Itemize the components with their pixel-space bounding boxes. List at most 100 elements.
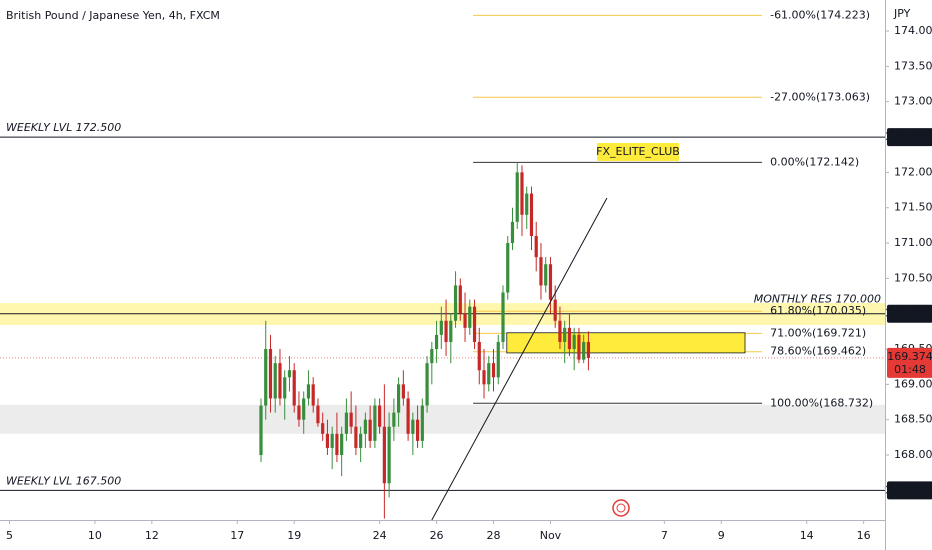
y-tick-label: 173.500 <box>894 59 932 72</box>
candle-body <box>563 327 567 342</box>
x-tick-label: 28 <box>487 529 501 542</box>
level-axis-label: 167.500 <box>885 483 932 496</box>
x-tick-label: 14 <box>800 529 814 542</box>
candle-body <box>283 377 287 399</box>
trendline <box>431 197 608 521</box>
tag-box <box>597 143 679 161</box>
fib-label: -27.00%(173.063) <box>770 90 870 103</box>
x-tick-label: 12 <box>145 529 159 542</box>
candle-body <box>306 384 311 399</box>
candle-body <box>397 384 401 413</box>
candle-body <box>449 320 453 342</box>
level-axis-box <box>887 128 932 147</box>
countdown-label: 01:48 <box>894 363 926 376</box>
plot-layer: -61.00%(174.223) -27.00%(173.063) 0.00%(17… <box>0 8 885 521</box>
candle-body <box>458 285 462 314</box>
candle-body <box>482 370 486 385</box>
candle-body <box>344 412 349 434</box>
candle-body <box>529 193 534 236</box>
candle-body <box>534 235 538 258</box>
candle-body <box>487 363 491 385</box>
candle-body <box>586 341 591 358</box>
x-tick-label: Nov <box>540 529 562 542</box>
candle-body <box>264 349 268 406</box>
last-price-box <box>887 347 932 378</box>
candle-body <box>359 433 363 448</box>
fib-label: 100.00%(168.732) <box>770 396 873 409</box>
candle-body <box>354 426 358 448</box>
candle-body <box>287 370 292 378</box>
candle-body <box>525 193 529 215</box>
candle-body <box>463 313 467 328</box>
candle-body <box>539 257 543 286</box>
candle-body <box>392 412 396 427</box>
x-tick-label: 26 <box>430 529 444 542</box>
candle-body <box>520 172 524 215</box>
candle-body <box>582 341 586 360</box>
candle-body <box>572 334 576 350</box>
level-label: MONTHLY RES 170.000 <box>754 293 881 306</box>
x-tick-label: 9 <box>718 529 725 542</box>
fib-label: 61.80%(170.035) <box>770 304 866 317</box>
candle-body <box>401 384 405 399</box>
candle-body <box>330 433 334 448</box>
y-tick-label: 174.000 <box>894 24 932 37</box>
fib-label: 0.00%(172.142) <box>770 155 859 168</box>
candle-body <box>316 405 320 424</box>
fib-label: 78.60%(169.462) <box>770 345 866 358</box>
currency-label: JPY <box>893 7 911 20</box>
candle-body <box>325 433 330 448</box>
candle-body <box>510 221 515 244</box>
level-axis-label: 170.000 <box>885 307 932 320</box>
candle-body <box>434 334 439 350</box>
tag-label: FX_ELITE_CLUB <box>596 145 680 158</box>
fib-label: 71.00%(169.721) <box>770 326 866 339</box>
candle-body <box>477 341 481 371</box>
candle-body <box>439 320 443 335</box>
candle-body <box>302 398 306 420</box>
candle-body <box>491 363 496 378</box>
y-tick-label: 168.500 <box>894 413 932 426</box>
candle-body <box>268 349 273 399</box>
candle-body <box>363 419 367 434</box>
y-tick-label: 170.500 <box>894 271 932 284</box>
x-tick-label: 24 <box>373 529 387 542</box>
candle-body <box>373 405 377 441</box>
candle-body <box>468 306 472 328</box>
candle-body <box>335 433 339 455</box>
candle-body <box>496 341 500 378</box>
candle-body <box>425 363 429 406</box>
candle-body <box>340 433 344 455</box>
level-label: WEEKLY LVL 167.500 <box>6 474 121 487</box>
candle-body <box>453 285 458 321</box>
candle-body <box>415 419 420 441</box>
candle-body <box>515 172 519 222</box>
candle-body <box>406 398 410 434</box>
x-tick-label: 7 <box>661 529 668 542</box>
candle-body <box>278 363 282 399</box>
candle-body <box>430 349 434 364</box>
candle-body <box>273 363 277 399</box>
y-tick-label: 168.000 <box>894 448 932 461</box>
y-tick-label: 171.000 <box>894 236 932 249</box>
candle-body <box>553 299 557 321</box>
candle-body <box>411 419 415 434</box>
candle-body <box>368 419 372 441</box>
candle-body <box>472 306 477 342</box>
level-axis-label: 172.500 <box>885 130 932 143</box>
zone <box>0 404 885 434</box>
candle-body <box>444 320 448 342</box>
candle-body <box>577 334 581 360</box>
candle-body <box>311 384 315 406</box>
level-label: WEEKLY LVL 172.500 <box>6 121 121 134</box>
candle-body <box>382 426 386 484</box>
chart-title: British Pound / Japanese Yen, 4h, FXCM <box>6 9 220 22</box>
fib-label: -61.00%(174.223) <box>770 8 870 21</box>
y-tick-label: 173.000 <box>894 95 932 108</box>
x-tick-label: 10 <box>88 529 102 542</box>
candle-body <box>558 320 562 342</box>
candle-body <box>297 405 301 420</box>
candle-body <box>548 264 553 300</box>
